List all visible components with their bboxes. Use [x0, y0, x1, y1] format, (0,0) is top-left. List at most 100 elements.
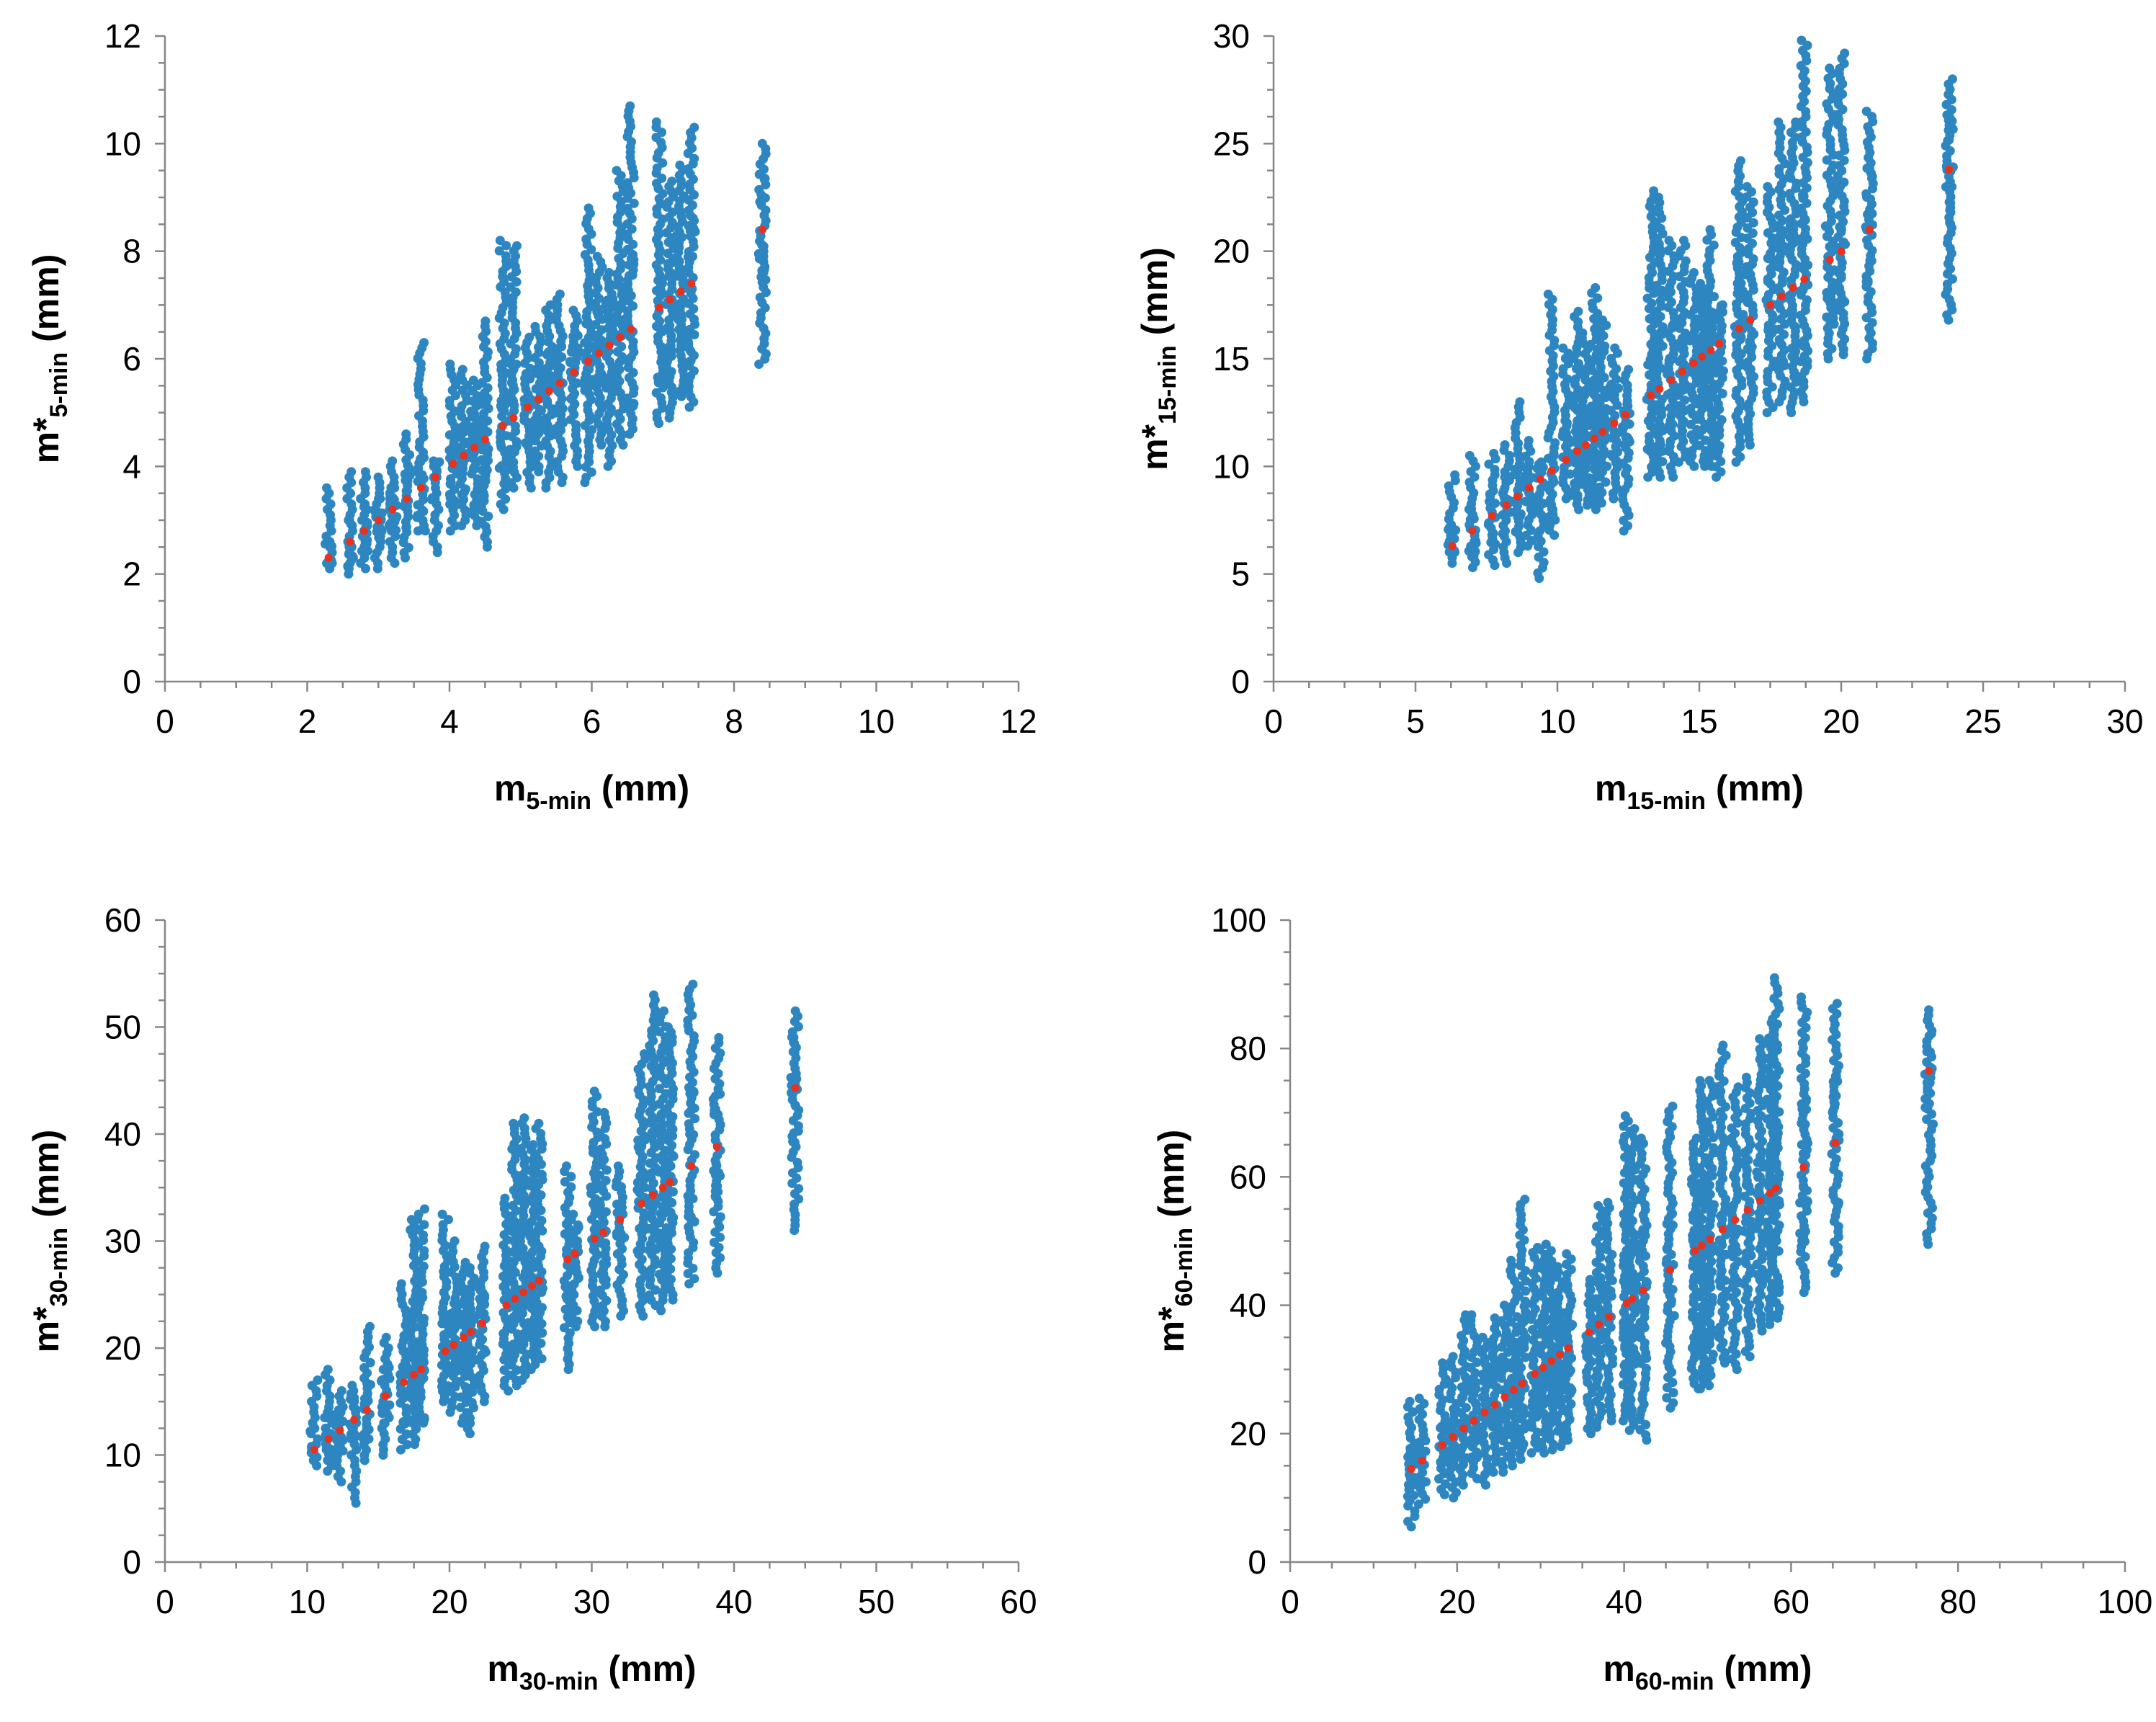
scatter-point: [1696, 279, 1705, 288]
scatter-point: [346, 467, 357, 477]
fit-point: [388, 505, 397, 514]
scatter-point: [457, 365, 468, 375]
fit-point: [570, 368, 578, 377]
fit-point: [616, 1215, 625, 1224]
fit-point: [1707, 346, 1715, 354]
y-tick-label: 0: [122, 1543, 141, 1581]
scatter-point: [587, 425, 597, 435]
scatter-point: [419, 507, 429, 517]
fit-point: [1715, 339, 1724, 348]
scatter-point: [494, 246, 504, 256]
scatter-point: [523, 1318, 533, 1328]
fit-point: [1536, 475, 1544, 483]
scatter-point: [537, 1319, 547, 1329]
fit-point: [1573, 447, 1582, 455]
scatter-point: [375, 494, 385, 504]
fit-point: [1735, 324, 1743, 333]
scatter-point: [558, 403, 568, 414]
scatter-point: [520, 438, 530, 448]
scatter-point: [1835, 210, 1845, 220]
scatter-point: [346, 519, 356, 529]
fit-point: [1598, 428, 1607, 436]
scatter-point: [1558, 343, 1568, 353]
scatter-point: [1573, 306, 1583, 316]
scatter-point: [665, 341, 675, 351]
scatter-point: [386, 483, 396, 493]
x-tick-label: 20: [1439, 1583, 1475, 1620]
fit-point: [658, 1183, 667, 1192]
x-tick-label: 60: [1000, 1583, 1037, 1620]
scatter-point: [365, 1321, 375, 1331]
scatter-point: [1664, 355, 1674, 365]
scatter-point: [483, 427, 493, 437]
fit-point: [1590, 434, 1598, 442]
scatter-point: [1521, 496, 1531, 507]
scatter-point: [568, 391, 578, 401]
scatter-point: [506, 360, 516, 369]
fit-point: [791, 1084, 800, 1092]
scatter-point: [714, 1032, 724, 1043]
scatter-point: [663, 1240, 673, 1250]
scatter-point: [1464, 450, 1475, 460]
fit-point: [563, 1255, 572, 1264]
x-axis-title-bl: m30-min (mm): [487, 1649, 696, 1695]
scatter-point: [434, 457, 444, 467]
fit-point: [1837, 247, 1846, 256]
scatter-point: [760, 193, 770, 203]
scatter-point: [645, 1158, 655, 1168]
fit-point: [460, 1333, 468, 1342]
fit-point: [524, 403, 532, 411]
fit-point: [1689, 359, 1698, 367]
scatter-point: [1591, 282, 1601, 293]
x-tick-label: 4: [440, 702, 459, 740]
scatter-point: [555, 363, 565, 373]
scatter-point: [533, 1306, 543, 1316]
fit-point: [410, 1370, 419, 1379]
scatter-point: [514, 1228, 524, 1239]
scatter-point: [534, 366, 544, 376]
scatter-point: [656, 372, 666, 383]
y-tick-label: 50: [104, 1009, 141, 1046]
scatter-point: [542, 349, 552, 360]
scatter-point: [518, 1244, 528, 1254]
fit-point: [511, 1295, 519, 1303]
scatter-point: [666, 1223, 676, 1233]
scatter-point: [391, 525, 401, 535]
scatter-point: [533, 1225, 543, 1235]
scatter-point: [602, 295, 612, 305]
fit-point: [1525, 483, 1534, 492]
scatter-point: [1668, 419, 1678, 429]
fit-point: [1789, 283, 1797, 292]
scatter-point: [553, 354, 563, 365]
fit-point: [509, 414, 518, 422]
scatter-point: [1654, 192, 1663, 202]
scatter-point: [466, 425, 476, 435]
fit-point: [1647, 391, 1655, 400]
x-tick-label: 40: [715, 1583, 752, 1620]
scatter-point: [336, 1386, 346, 1396]
scatter-point: [1946, 219, 1956, 229]
scatter-point: [1948, 74, 1957, 84]
fit-point: [1547, 466, 1556, 475]
scatter-point: [1763, 277, 1773, 287]
scatter-point: [1449, 534, 1459, 544]
scatter-point: [480, 1290, 490, 1301]
scatter-point: [1444, 481, 1454, 491]
y-tick-label: 6: [122, 340, 141, 378]
scatter-point: [1664, 236, 1674, 246]
scatter-point: [1614, 383, 1624, 393]
scatter-point: [480, 1241, 490, 1252]
scatter-point: [622, 203, 632, 213]
scatter-point: [460, 487, 469, 497]
scatter-point: [663, 237, 674, 247]
scatter-point: [545, 300, 555, 310]
y-tick-label: 10: [1213, 447, 1250, 485]
scatter-point: [1702, 396, 1712, 406]
scatter-point: [612, 1199, 622, 1209]
fit-point: [584, 357, 593, 366]
scatter-point: [1836, 222, 1846, 232]
scatter-point: [1549, 477, 1559, 487]
fit-point: [627, 325, 635, 334]
scatter-point: [632, 1246, 643, 1256]
scatter-point: [710, 1091, 720, 1101]
